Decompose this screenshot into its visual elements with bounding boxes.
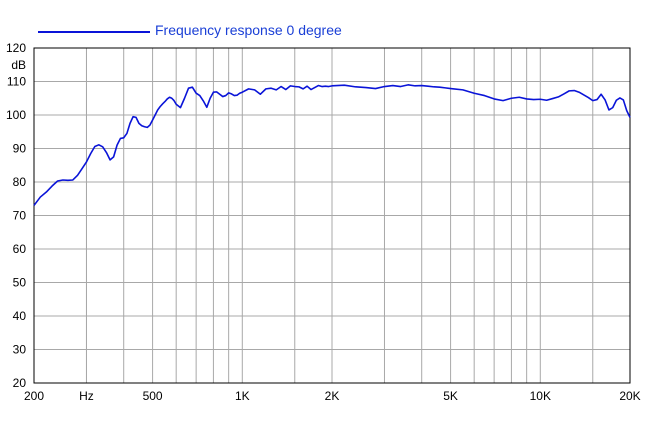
y-tick-label-90: 90 [13, 142, 27, 156]
legend: Frequency response 0 degree [38, 22, 342, 38]
x-tick-label-5k: 5K [443, 389, 458, 403]
y-tick-label-40: 40 [13, 309, 27, 323]
x-tick-label-10k: 10K [530, 389, 551, 403]
y-tick-label-120: 120 [6, 41, 26, 55]
y-tick-label-60: 60 [13, 242, 27, 256]
grid-lines [33, 47, 631, 384]
x-tick-labels: 200 Hz 500 1K 2K 5K 10K 20K [24, 389, 641, 403]
x-tick-label-hz: Hz [79, 389, 94, 403]
y-tick-label-110: 110 [7, 75, 26, 89]
y-tick-labels: 20 30 40 50 60 70 80 90 100 110 120 [6, 41, 26, 390]
series-line-0 [33, 84, 631, 206]
series-layer [33, 84, 631, 206]
x-tick-label-1k: 1K [235, 389, 250, 403]
y-tick-label-50: 50 [13, 276, 27, 290]
x-tick-label-20k: 20K [619, 389, 640, 403]
legend-entry-frequency-response: Frequency response 0 degree [155, 22, 342, 38]
plot-frame [33, 47, 631, 384]
x-tick-label-500: 500 [143, 389, 163, 403]
y-tick-label-70: 70 [13, 209, 27, 223]
y-tick-label-30: 30 [13, 343, 27, 357]
y-axis-unit-label: dB [11, 58, 26, 72]
y-tick-label-80: 80 [13, 175, 27, 189]
y-tick-label-20: 20 [13, 376, 27, 390]
x-tick-label-2k: 2K [325, 389, 340, 403]
y-tick-label-100: 100 [6, 108, 26, 122]
x-tick-label-200: 200 [24, 389, 44, 403]
